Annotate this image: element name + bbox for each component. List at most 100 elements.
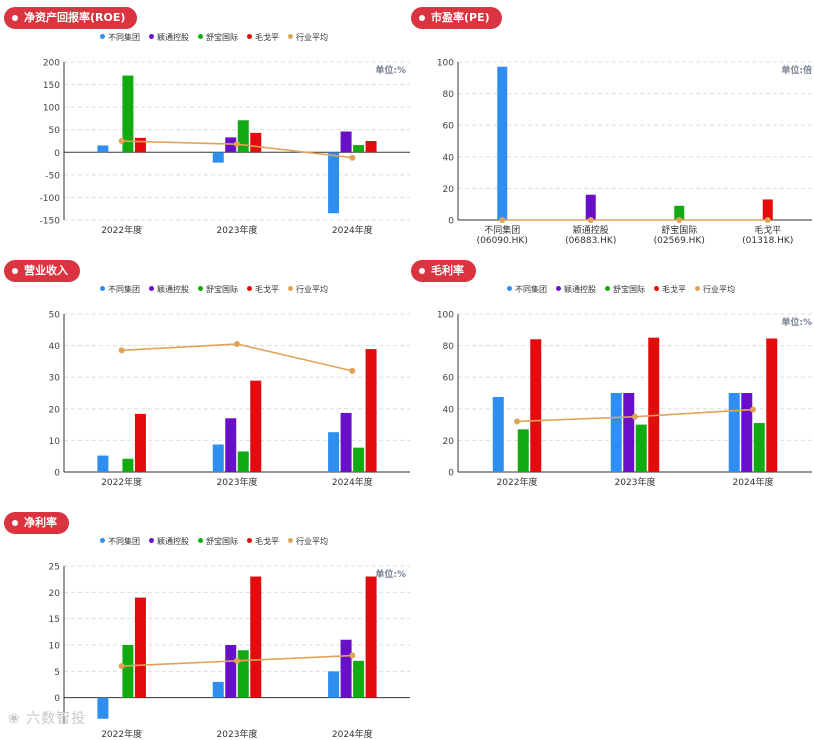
chart-legend: 不同集团 颖通控股 舒宝国际 毛戈平 行业平均 [507,284,744,295]
x-tick-label: 舒宝国际(02569.HK) [654,224,705,245]
bar [530,339,542,472]
legend-dot-icon [247,34,252,39]
chart-title-badge: 毛利率 [411,260,476,282]
bar [585,194,596,220]
legend-dot-icon [149,34,154,39]
legend-item[interactable]: 颖通控股 [556,284,596,295]
bar [328,152,340,214]
y-tick-label: 80 [443,90,455,100]
legend-label: 颖通控股 [157,33,189,42]
legend-item[interactable]: 行业平均 [695,284,735,295]
bar [225,137,237,153]
chart-title-badge: 净利率 [4,512,69,534]
bar [237,451,249,472]
average-point [349,154,356,161]
x-tick-label: 不同集团(06090.HK) [477,224,528,245]
chart-title: 市盈率(PE) [431,11,490,24]
unit-label: 单位:% [375,568,406,580]
legend-item[interactable]: 舒宝国际 [198,536,238,547]
legend-item[interactable]: 行业平均 [288,284,328,295]
bar [212,681,224,698]
bar [134,597,146,698]
bar [97,697,109,719]
bar [328,671,340,698]
y-tick-label: 100 [437,311,454,321]
y-tick-label: 0 [54,149,60,159]
bar [134,413,146,472]
chart-legend: 不同集团 颖通控股 舒宝国际 毛戈平 行业平均 [100,32,337,43]
y-tick-label: 0 [448,469,454,479]
chart-panel-revenue: 营业收入 不同集团 颖通控股 舒宝国际 毛戈平 行业平均 0 10 20 30 40 50 2022… [0,256,412,501]
bar [353,145,365,153]
legend-label: 不同集团 [108,537,140,546]
legend-dot-icon [247,538,252,543]
average-point [499,217,506,223]
legend-label: 颖通控股 [564,285,596,294]
bar [237,650,249,698]
title-dot-icon [12,15,18,21]
legend-item[interactable]: 颖通控股 [149,284,189,295]
watermark-text: 六数智投 [26,711,87,727]
bar [212,444,224,472]
bar [328,432,340,472]
x-tick-label: 颖通控股(06883.HK) [565,224,616,245]
y-tick-label: 0 [54,469,60,479]
legend-dot-icon [605,286,610,291]
roe-chart: -150 -100 -50 0 50 100 150 200 单位:% 2022年度 2023年度 2… [40,59,410,236]
bar [225,418,237,472]
legend-label: 行业平均 [703,285,735,294]
legend-item[interactable]: 不同集团 [100,32,140,43]
legend-label: 舒宝国际 [206,537,238,546]
legend-item[interactable]: 舒宝国际 [198,284,238,295]
legend-item[interactable]: 舒宝国际 [198,32,238,43]
legend-item[interactable]: 舒宝国际 [605,284,645,295]
average-point [118,663,125,670]
legend-item[interactable]: 行业平均 [288,32,328,43]
legend-item[interactable]: 毛戈平 [247,536,279,547]
legend-item[interactable]: 颖通控股 [149,536,189,547]
legend-item[interactable]: 不同集团 [507,284,547,295]
y-tick-label: 200 [43,59,60,69]
bar [237,120,249,153]
bar [762,199,773,220]
y-tick-label: 20 [443,437,455,447]
legend-label: 舒宝国际 [206,33,238,42]
bar [212,152,224,163]
chart-title-badge: 市盈率(PE) [411,7,502,29]
bar [497,66,508,221]
net-margin-chart: 0 5 10 15 20 25 单位:% 2022年度 2023年度 2024年度 [49,563,410,740]
legend-label: 毛戈平 [255,537,279,546]
bar [623,393,635,472]
x-tick-label: 2023年度 [217,224,258,236]
bar [122,645,134,698]
average-point [118,138,125,144]
legend-dot-icon [695,286,700,291]
y-tick-label: -150 [40,217,61,227]
bar [250,132,262,153]
legend-dot-icon [507,286,512,291]
average-point [234,657,240,664]
legend-dot-icon [149,286,154,291]
title-dot-icon [12,520,18,526]
legend-item[interactable]: 不同集团 [100,284,140,295]
average-point [234,141,240,148]
unit-label: 单位:% [375,64,406,76]
revenue-chart: 0 10 20 30 40 50 2022年度 2023年度 2024年度 [49,311,410,488]
y-tick-label: -50 [45,171,60,181]
legend-item[interactable]: 毛戈平 [654,284,686,295]
legend-label: 舒宝国际 [613,285,645,294]
legend-item[interactable]: 不同集团 [100,536,140,547]
watermark-logo: ❀ 六数智投 [8,708,86,728]
bar [340,639,352,698]
y-tick-label: 150 [43,81,60,91]
legend-dot-icon [198,34,203,39]
bar [648,337,660,472]
legend-item[interactable]: 毛戈平 [247,284,279,295]
bar [225,645,237,698]
legend-item[interactable]: 毛戈平 [247,32,279,43]
x-tick-label: 2022年度 [101,476,142,488]
y-tick-label: 60 [443,374,455,384]
legend-item[interactable]: 颖通控股 [149,32,189,43]
legend-item[interactable]: 行业平均 [288,536,328,547]
average-point [349,652,356,659]
